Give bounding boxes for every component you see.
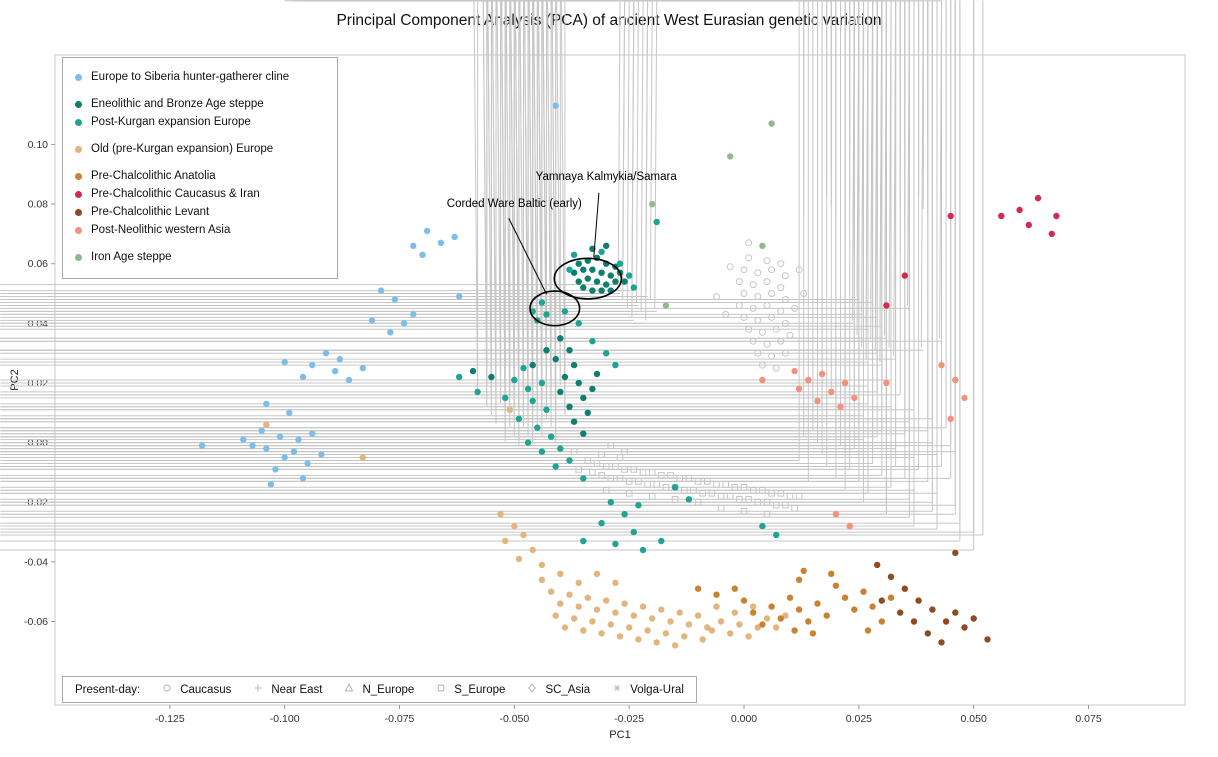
legend-color-dot-icon	[75, 226, 82, 234]
x-tick-label: 0.050	[961, 713, 987, 725]
y-tick-label: 0.10	[28, 139, 49, 151]
diamond-open-marker-icon	[525, 681, 539, 698]
legend-item-label: Old (pre-Kurgan expansion) Europe	[91, 143, 274, 155]
legend-item-label: Pre-Chalcolithic Anatolia	[91, 170, 216, 182]
present-day-legend-label: N_Europe	[362, 683, 415, 696]
legend-color-dot-icon	[75, 100, 82, 108]
present-day-legend-item: N_Europe	[342, 681, 414, 698]
modern-series-S_Europe	[570, 442, 803, 518]
circle-open-marker-icon	[160, 681, 174, 698]
ancient-series-Pre-Chalcolithic-Levant	[874, 549, 991, 646]
legend-item-label: Pre-Chalcolithic Levant	[91, 206, 210, 218]
x-tick-label: -0.075	[385, 713, 415, 725]
legend-item: Iron Age steppe	[75, 248, 325, 266]
present-day-legend-label: S_Europe	[454, 683, 506, 696]
annotation-line	[593, 192, 600, 258]
legend-item-label: Europe to Siberia hunter-gatherer cline	[91, 71, 290, 83]
legend-item-label: Eneolithic and Bronze Age steppe	[91, 98, 264, 110]
ancient-series-Post-Neolithic-western-Asia	[759, 361, 968, 530]
modern-series-Volga-Ural	[0, 0, 943, 366]
x-tick-label: 0.025	[846, 713, 872, 725]
present-day-legend-label: Volga-Ural	[630, 683, 684, 696]
ancient-series-Pre-Chalcolithic-Anatolia	[694, 567, 895, 637]
ancient-series-Iron-Age-steppe	[649, 120, 775, 309]
x-tick-label: -0.025	[614, 713, 644, 725]
y-tick-label: 0.06	[28, 258, 49, 270]
present-day-legend-item: SC_Asia	[525, 681, 590, 698]
legend-item: Old (pre-Kurgan expansion) Europe	[75, 140, 325, 158]
legend-item-label: Post-Kurgan expansion Europe	[91, 116, 251, 128]
y-tick-label: 0.08	[28, 199, 49, 211]
legend-item: Post-Neolithic western Asia	[75, 221, 325, 239]
legend-color-dot-icon	[75, 145, 82, 153]
legend-color-dot-icon	[75, 118, 82, 126]
y-tick-label: 0.00	[28, 437, 49, 449]
present-day-legend-item: S_Europe	[434, 681, 505, 698]
legend-item: Pre-Chalcolithic Levant	[75, 203, 325, 221]
ancient-series-Post-Kurgan-expansion-Europe	[456, 218, 780, 554]
legend-item: Post-Kurgan expansion Europe	[75, 113, 325, 131]
legend-present-day-populations: Present-day: Caucasus Near East N_Europe S_…	[62, 676, 697, 703]
legend-prefix: Present-day:	[75, 683, 141, 696]
legend-item: Pre-Chalcolithic Anatolia	[75, 167, 325, 185]
present-day-legend-label: Caucasus	[180, 683, 232, 696]
x-tick-label: 0.075	[1075, 713, 1101, 725]
y-tick-label: -0.06	[24, 616, 48, 628]
present-day-legend-item: Caucasus	[160, 681, 231, 698]
y-tick-label: -0.04	[24, 556, 48, 568]
chart-title: Principal Component Analysis (PCA) of an…	[336, 12, 882, 29]
legend-item: Pre-Chalcolithic Caucasus & Iran	[75, 185, 325, 203]
ancient-series-Europe-to-Siberia-hunter-gatherer-cline	[198, 102, 559, 488]
legend-color-dot-icon	[75, 73, 82, 81]
asterisk-marker-icon	[610, 681, 624, 698]
legend-item: Europe to Siberia hunter-gatherer cline	[75, 68, 325, 86]
x-tick-label: -0.050	[499, 713, 529, 725]
x-tick-label: -0.125	[155, 713, 185, 725]
legend-ancient-populations: Europe to Siberia hunter-gatherer cline E…	[62, 57, 338, 279]
ancient-series-Pre-Chalcolithic-Caucasus-Iran	[883, 194, 1060, 309]
x-tick-label: -0.100	[270, 713, 300, 725]
x-axis-label: PC1	[609, 729, 630, 741]
legend-item-label: Post-Neolithic western Asia	[91, 224, 231, 236]
annotation-label: Yamnaya Kalmykia/Samara	[536, 171, 678, 183]
legend-color-dot-icon	[75, 190, 82, 198]
legend-item-label: Iron Age steppe	[91, 251, 172, 263]
triangle-open-marker-icon	[342, 681, 356, 698]
annotation-label: Corded Ware Baltic (early)	[447, 198, 582, 210]
legend-item: Eneolithic and Bronze Age steppe	[75, 95, 325, 113]
legend-color-dot-icon	[75, 172, 82, 180]
present-day-legend-item: Near East	[251, 681, 322, 698]
legend-color-dot-icon	[75, 253, 82, 261]
legend-item-label: Pre-Chalcolithic Caucasus & Iran	[91, 188, 260, 200]
y-tick-label: 0.04	[28, 318, 49, 330]
annotation-ellipse	[529, 290, 581, 327]
x-tick-label: 0.000	[731, 713, 757, 725]
present-day-legend-item: Volga-Ural	[610, 681, 684, 698]
annotation-ellipse	[553, 257, 623, 300]
present-day-legend-label: SC_Asia	[545, 683, 591, 696]
plus-marker-icon	[251, 681, 265, 698]
square-open-marker-icon	[434, 681, 448, 698]
ancient-series-Old-pre-Kurgan-expansion-Europe	[263, 406, 789, 649]
y-tick-label: -0.02	[24, 497, 48, 509]
annotation-line	[508, 218, 547, 295]
present-day-legend-label: Near East	[271, 683, 323, 696]
legend-color-dot-icon	[75, 208, 82, 216]
